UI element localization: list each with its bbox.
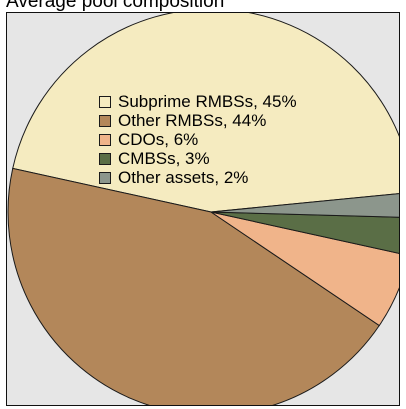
legend: Subprime RMBSs, 45% Other RMBSs, 44% CDO… (99, 92, 297, 187)
pie-chart (7, 13, 399, 405)
legend-label: Subprime RMBSs, 45% (118, 92, 297, 111)
legend-item-cdos: CDOs, 6% (99, 130, 297, 149)
legend-swatch-cmbss (99, 153, 111, 165)
legend-swatch-other-assets (99, 172, 111, 184)
legend-label: Other assets, 2% (118, 168, 248, 187)
legend-swatch-other-rmbss (99, 115, 111, 127)
legend-item-subprime-rmbss: Subprime RMBSs, 45% (99, 92, 297, 111)
legend-swatch-subprime-rmbss (99, 96, 111, 108)
legend-label: CMBSs, 3% (118, 149, 210, 168)
plot-area: Subprime RMBSs, 45% Other RMBSs, 44% CDO… (6, 12, 400, 406)
legend-label: CDOs, 6% (118, 130, 198, 149)
legend-swatch-cdos (99, 134, 111, 146)
legend-item-cmbss: CMBSs, 3% (99, 149, 297, 168)
legend-label: Other RMBSs, 44% (118, 111, 266, 130)
legend-item-other-assets: Other assets, 2% (99, 168, 297, 187)
legend-item-other-rmbss: Other RMBSs, 44% (99, 111, 297, 130)
